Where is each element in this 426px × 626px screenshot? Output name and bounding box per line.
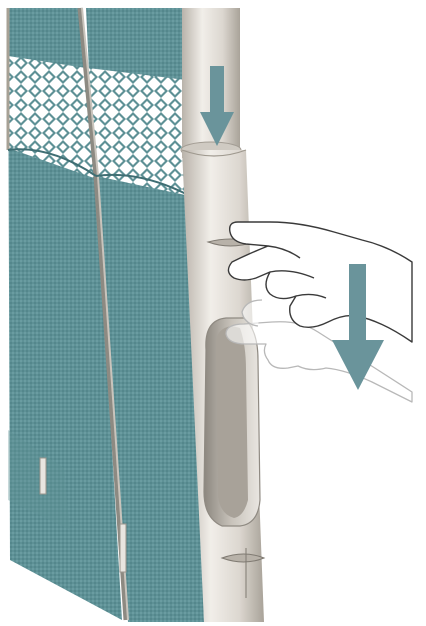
pole-slot xyxy=(204,318,260,526)
